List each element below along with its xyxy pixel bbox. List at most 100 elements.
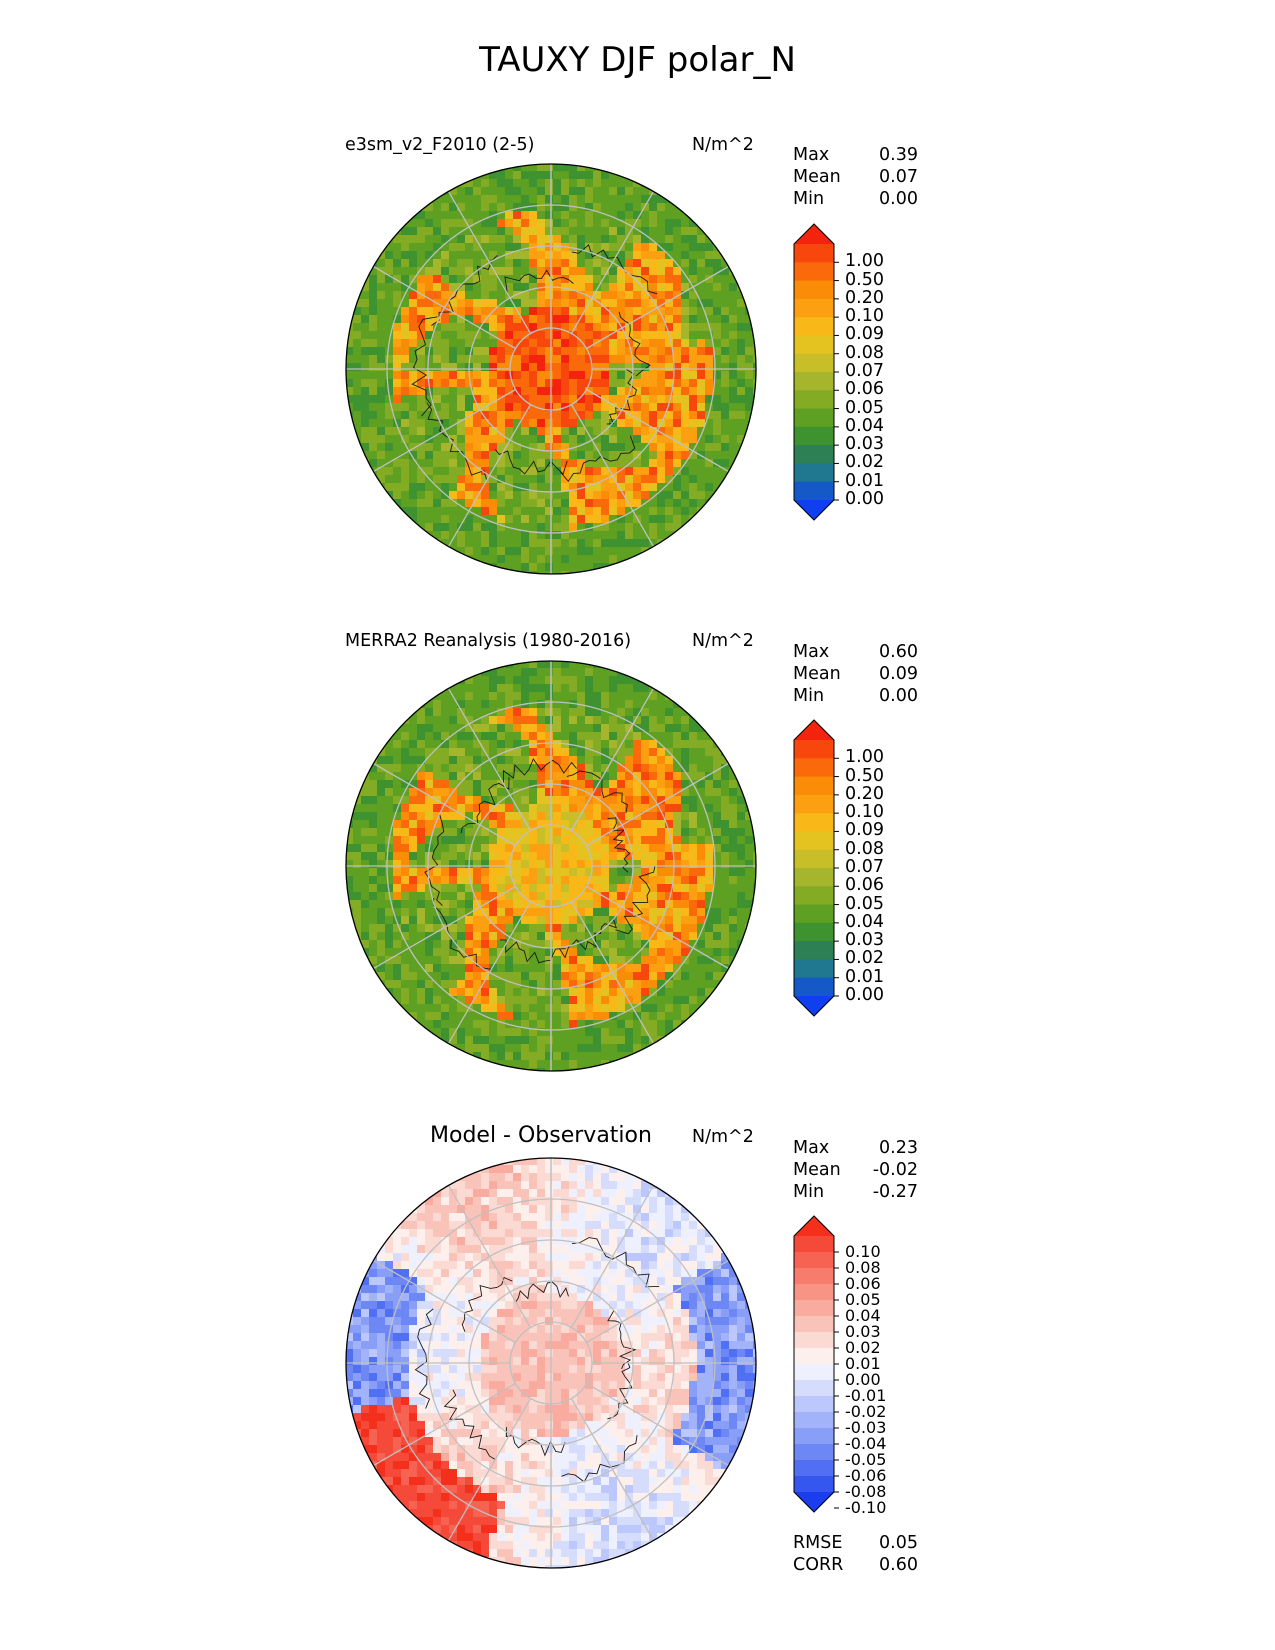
- colorbar-tick-label: 0.03: [845, 434, 884, 455]
- colorbar-band: [794, 1364, 834, 1381]
- colorbar-band: [794, 1268, 834, 1285]
- colorbar-tick-label: 0.00: [845, 489, 884, 509]
- colorbar-tick-label: 0.02: [845, 452, 884, 473]
- colorbar-band: [794, 1428, 834, 1445]
- colorbar-tick-label: 0.09: [845, 820, 884, 841]
- colorbar-tick-label: 0.06: [845, 1274, 881, 1293]
- colorbar-tick-label: 0.01: [845, 1354, 881, 1373]
- colorbar-extend-min: [794, 996, 834, 1016]
- colorbar-tick-label: 0.04: [845, 911, 884, 932]
- colorbar-extend-min: [794, 500, 834, 520]
- colorbar-tick-label: 0.06: [845, 379, 884, 400]
- panel-title: Model - Observation: [430, 1123, 652, 1148]
- colorbar-band: [794, 1396, 834, 1413]
- map-border: [345, 660, 757, 1072]
- colorbar-band: [794, 1284, 834, 1301]
- colorbar: [793, 719, 839, 1017]
- map-border: [345, 1157, 757, 1569]
- colorbar-band: [794, 776, 834, 796]
- stat-min: Min 0.00: [793, 189, 918, 209]
- colorbar-tick-label: 0.50: [845, 765, 884, 786]
- stats-box: Max 0.60 Mean 0.09 Min 0.00: [793, 641, 918, 707]
- colorbar-band: [794, 445, 834, 465]
- colorbar-tick-label: 0.06: [845, 875, 884, 896]
- colorbar-band: [794, 959, 834, 979]
- stat-min: Min 0.00: [793, 686, 918, 706]
- colorbar-band: [794, 813, 834, 833]
- units-label: N/m^2: [692, 1127, 754, 1147]
- colorbar: [793, 1215, 839, 1513]
- colorbar-band: [794, 1316, 834, 1333]
- figure-title: TAUXY DJF polar_N: [479, 40, 796, 80]
- colorbar-band: [794, 1476, 834, 1493]
- colorbar-band: [794, 372, 834, 391]
- colorbar-band: [794, 262, 834, 282]
- panel-title: MERRA2 Reanalysis (1980-2016): [345, 631, 632, 651]
- polar-map: [345, 660, 757, 1072]
- colorbar-tick-label: 0.04: [845, 1306, 881, 1325]
- colorbar-tick-label: 0.08: [845, 838, 884, 859]
- colorbar-band: [794, 244, 834, 263]
- colorbar-band: [794, 1412, 834, 1429]
- colorbar-tick-label: 0.09: [845, 324, 884, 345]
- colorbar-tick-label: -0.01: [845, 1386, 887, 1405]
- stats-box: Max 0.23 Mean -0.02 Min -0.27: [793, 1137, 918, 1203]
- colorbar-band: [794, 868, 834, 887]
- colorbar-band: [794, 1300, 834, 1317]
- colorbar-tick-label: 0.20: [845, 287, 884, 308]
- stats-box: Max 0.39 Mean 0.07 Min 0.00: [793, 144, 918, 210]
- colorbar-band: [794, 941, 834, 961]
- graticule: [346, 661, 756, 1071]
- colorbar-tick-label: 0.00: [845, 985, 884, 1005]
- colorbar-band: [794, 481, 834, 501]
- colorbar: [793, 223, 839, 521]
- field-layer: [346, 661, 756, 1071]
- colorbar-tick-label: 0.07: [845, 857, 884, 877]
- metric-rmse: RMSE 0.05: [793, 1533, 918, 1553]
- units-label: N/m^2: [692, 631, 754, 651]
- colorbar-band: [794, 426, 834, 446]
- stat-max: Max 0.23: [793, 1138, 918, 1158]
- colorbar-band: [794, 831, 834, 851]
- colorbar-band: [794, 1236, 834, 1253]
- colorbar-tick-label: 0.10: [845, 306, 884, 327]
- stat-mean: Mean 0.07: [793, 167, 918, 187]
- coastlines: [414, 1237, 660, 1483]
- field-layer: [346, 1158, 756, 1568]
- colorbar-tick-label: 0.05: [845, 397, 884, 418]
- stat-mean: Mean -0.02: [793, 1160, 918, 1180]
- colorbar-band: [794, 758, 834, 778]
- colorbar-tick-label: 0.05: [845, 1290, 881, 1309]
- colorbar-tick-label: 0.03: [845, 1322, 881, 1341]
- colorbar-band: [794, 1380, 834, 1397]
- field-layer: [346, 164, 756, 574]
- colorbar-tick-label: 0.10: [845, 1242, 881, 1261]
- colorbar-band: [794, 904, 834, 924]
- colorbar-band: [794, 1444, 834, 1461]
- colorbar-band: [794, 794, 834, 814]
- graticule: [346, 1158, 756, 1568]
- colorbar-tick-label: 0.10: [845, 802, 884, 823]
- colorbar-tick-label: 0.01: [845, 470, 884, 491]
- stat-mean: Mean 0.09: [793, 664, 918, 684]
- colorbar-band: [794, 1348, 834, 1365]
- colorbar-extend-min: [794, 1492, 834, 1512]
- stat-max: Max 0.39: [793, 145, 918, 165]
- colorbar-band: [794, 1252, 834, 1269]
- panel-title: e3sm_v2_F2010 (2-5): [345, 135, 535, 155]
- colorbar-tick-label: 0.08: [845, 1258, 881, 1277]
- colorbar-tick-label: 0.20: [845, 783, 884, 804]
- colorbar-band: [794, 463, 834, 483]
- colorbar-tick-label: 0.02: [845, 948, 884, 969]
- colorbar-tick-label: -0.04: [845, 1434, 887, 1453]
- colorbar-tick-label: -0.06: [845, 1466, 887, 1485]
- colorbar-tick-label: -0.02: [845, 1402, 887, 1421]
- colorbar-tick-label: 0.50: [845, 269, 884, 290]
- colorbar-tick-label: 0.08: [845, 342, 884, 363]
- colorbar-band: [794, 922, 834, 942]
- colorbar-band: [794, 849, 834, 869]
- colorbar-band: [794, 740, 834, 759]
- units-label: N/m^2: [692, 135, 754, 155]
- colorbar-band: [794, 1332, 834, 1349]
- colorbar-band: [794, 298, 834, 318]
